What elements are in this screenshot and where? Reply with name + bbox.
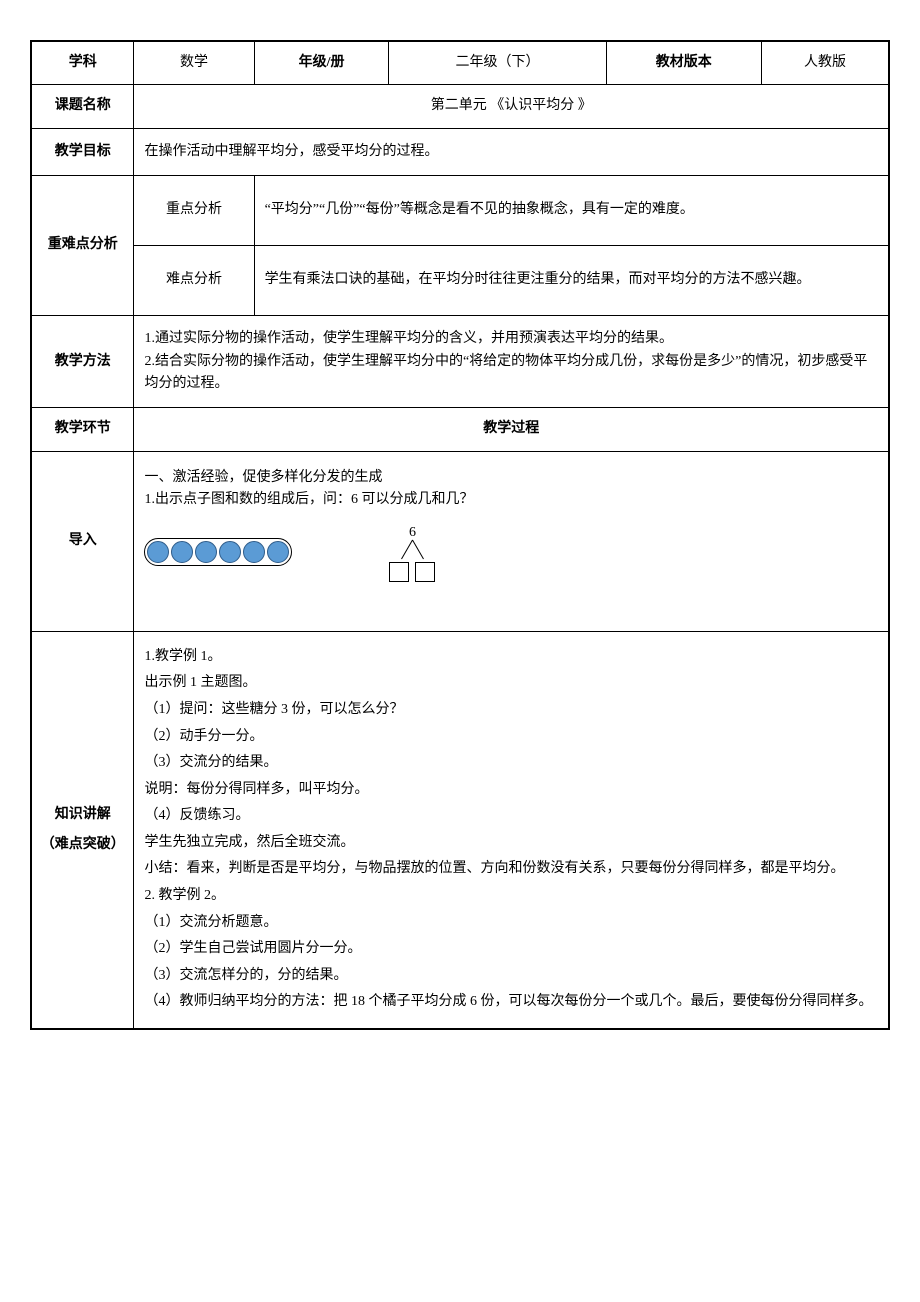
- topic-value: 第二单元 《认识平均分 》: [134, 85, 889, 128]
- header-row: 学科 数学 年级/册 二年级（下） 教材版本 人教版: [31, 41, 889, 85]
- key-analysis-row: 重难点分析 重点分析 “平均分”“几份”“每份”等概念是看不见的抽象概念，具有一…: [31, 176, 889, 246]
- lesson-plan-table: 学科 数学 年级/册 二年级（下） 教材版本 人教版 课题名称 第二单元 《认识…: [30, 40, 890, 1030]
- material-label: 教材版本: [606, 41, 761, 85]
- dot-icon: [243, 541, 265, 563]
- grade-value: 二年级（下）: [389, 41, 606, 85]
- material-value: 人教版: [761, 41, 889, 85]
- subject-value: 数学: [134, 41, 254, 85]
- intro-content: 一、激活经验，促使多样化分发的生成 1.出示点子图和数的组成后，问：6 可以分成…: [134, 451, 889, 631]
- goal-label: 教学目标: [31, 128, 134, 175]
- intro-line-1: 一、激活经验，促使多样化分发的生成: [144, 467, 878, 489]
- hard-analysis-row: 难点分析 学生有乘法口诀的基础，在平均分时往往更注重分的结果，而对平均分的方法不…: [31, 246, 889, 316]
- tree-line-left-icon: [402, 539, 414, 559]
- tree-box-left: [389, 562, 409, 582]
- subject-label: 学科: [31, 41, 134, 85]
- key-label: 重点分析: [134, 176, 254, 246]
- dots-group: [144, 538, 292, 566]
- knowledge-line: 1.教学例 1。: [144, 644, 878, 671]
- dot-icon: [195, 541, 217, 563]
- topic-row: 课题名称 第二单元 《认识平均分 》: [31, 85, 889, 128]
- knowledge-line: 小结：看来，判断是否是平均分，与物品摆放的位置、方向和份数没有关系，只要每份分得…: [144, 856, 878, 883]
- difficulty-label: 重难点分析: [31, 176, 134, 316]
- knowledge-line: （3）交流分的结果。: [144, 750, 878, 777]
- knowledge-line: （2）学生自己尝试用圆片分一分。: [144, 936, 878, 963]
- knowledge-label: 知识讲解 （难点突破）: [31, 631, 134, 1029]
- goal-row: 教学目标 在操作活动中理解平均分，感受平均分的过程。: [31, 128, 889, 175]
- knowledge-line: （4）教师归纳平均分的方法：把 18 个橘子平均分成 6 份，可以每次每份分一个…: [144, 989, 878, 1016]
- segment-row: 教学环节 教学过程: [31, 408, 889, 451]
- grade-label: 年级/册: [254, 41, 389, 85]
- hard-value: 学生有乘法口诀的基础，在平均分时往往更注重分的结果，而对平均分的方法不感兴趣。: [254, 246, 889, 316]
- hard-label: 难点分析: [134, 246, 254, 316]
- intro-row: 导入 一、激活经验，促使多样化分发的生成 1.出示点子图和数的组成后，问：6 可…: [31, 451, 889, 631]
- knowledge-line: 出示例 1 主题图。: [144, 670, 878, 697]
- knowledge-label-1: 知识讲解: [40, 804, 125, 826]
- tree-boxes: [389, 562, 435, 582]
- tree-line-right-icon: [413, 539, 425, 559]
- goal-value: 在操作活动中理解平均分，感受平均分的过程。: [134, 128, 889, 175]
- method-line-2: 2.结合实际分物的操作活动，使学生理解平均分中的“将给定的物体平均分成几份，求每…: [144, 351, 878, 396]
- dot-icon: [171, 541, 193, 563]
- method-content: 1.通过实际分物的操作活动，使学生理解平均分的含义，并用预演表达平均分的结果。 …: [134, 316, 889, 408]
- topic-label: 课题名称: [31, 85, 134, 128]
- intro-label: 导入: [31, 451, 134, 631]
- knowledge-line: （1）提问：这些糖分 3 份，可以怎么分？: [144, 697, 878, 724]
- dot-icon: [267, 541, 289, 563]
- method-line-1: 1.通过实际分物的操作活动，使学生理解平均分的含义，并用预演表达平均分的结果。: [144, 328, 878, 350]
- knowledge-line: （2）动手分一分。: [144, 724, 878, 751]
- method-row: 教学方法 1.通过实际分物的操作活动，使学生理解平均分的含义，并用预演表达平均分…: [31, 316, 889, 408]
- knowledge-line: 2. 教学例 2。: [144, 883, 878, 910]
- knowledge-line: （3）交流怎样分的，分的结果。: [144, 963, 878, 990]
- tree-diagram: 6: [372, 522, 452, 582]
- intro-line-2: 1.出示点子图和数的组成后，问：6 可以分成几和几？: [144, 489, 878, 511]
- knowledge-line: 学生先独立完成，然后全班交流。: [144, 830, 878, 857]
- process-label: 教学过程: [134, 408, 889, 451]
- tree-lines: [392, 540, 432, 560]
- knowledge-line: 说明：每份分得同样多，叫平均分。: [144, 777, 878, 804]
- knowledge-line: （4）反馈练习。: [144, 803, 878, 830]
- dot-icon: [147, 541, 169, 563]
- method-label: 教学方法: [31, 316, 134, 408]
- knowledge-row: 知识讲解 （难点突破） 1.教学例 1。 出示例 1 主题图。 （1）提问：这些…: [31, 631, 889, 1029]
- segment-label: 教学环节: [31, 408, 134, 451]
- dots-diagram: 6: [144, 522, 452, 582]
- tree-box-right: [415, 562, 435, 582]
- knowledge-label-2: （难点突破）: [40, 834, 125, 856]
- dot-icon: [219, 541, 241, 563]
- knowledge-line: （1）交流分析题意。: [144, 910, 878, 937]
- key-value: “平均分”“几份”“每份”等概念是看不见的抽象概念，具有一定的难度。: [254, 176, 889, 246]
- knowledge-content: 1.教学例 1。 出示例 1 主题图。 （1）提问：这些糖分 3 份，可以怎么分…: [134, 631, 889, 1029]
